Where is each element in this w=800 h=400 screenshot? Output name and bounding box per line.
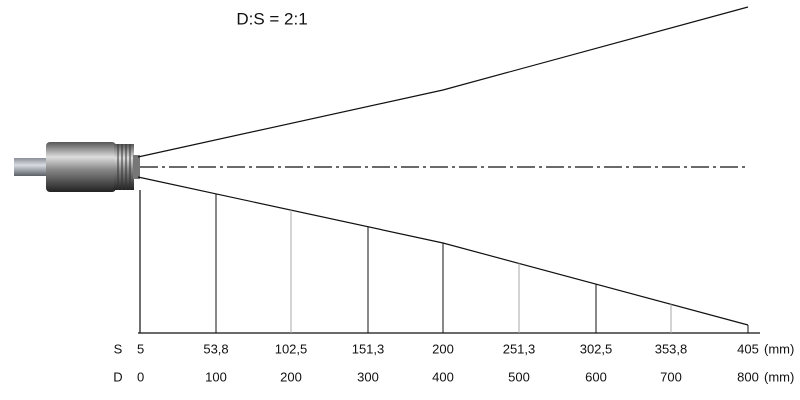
row-value: 300 (357, 369, 379, 384)
row-value: 800 (737, 369, 759, 384)
row-value: 102,5 (275, 341, 308, 356)
columns: S 5 53,8 102,5 151,3 200 251,3 302,5 353,8 405 (mm… (113, 190, 794, 384)
row-label: S (114, 341, 123, 356)
row-value: 405 (737, 341, 759, 356)
row-value: 353,8 (655, 341, 688, 356)
title: D:S = 2:1 (236, 9, 307, 28)
row-value: 500 (508, 369, 530, 384)
row-value: 200 (280, 369, 302, 384)
row-value: 0 (137, 369, 144, 384)
row-value: 700 (660, 369, 682, 384)
row-value: 600 (585, 369, 607, 384)
row-value: 200 (432, 341, 454, 356)
row-value: 151,3 (352, 341, 385, 356)
unit: (mm) (764, 341, 794, 356)
row-value: 251,3 (503, 341, 536, 356)
unit: (mm) (764, 369, 794, 384)
cone (137, 6, 760, 334)
row-value: 5 (137, 341, 144, 356)
sensor (14, 142, 140, 192)
row-value: 302,5 (580, 341, 613, 356)
row-value: 53,8 (203, 341, 228, 356)
row-value: 400 (432, 369, 454, 384)
row-label: D (113, 369, 122, 384)
row-value: 100 (205, 369, 227, 384)
